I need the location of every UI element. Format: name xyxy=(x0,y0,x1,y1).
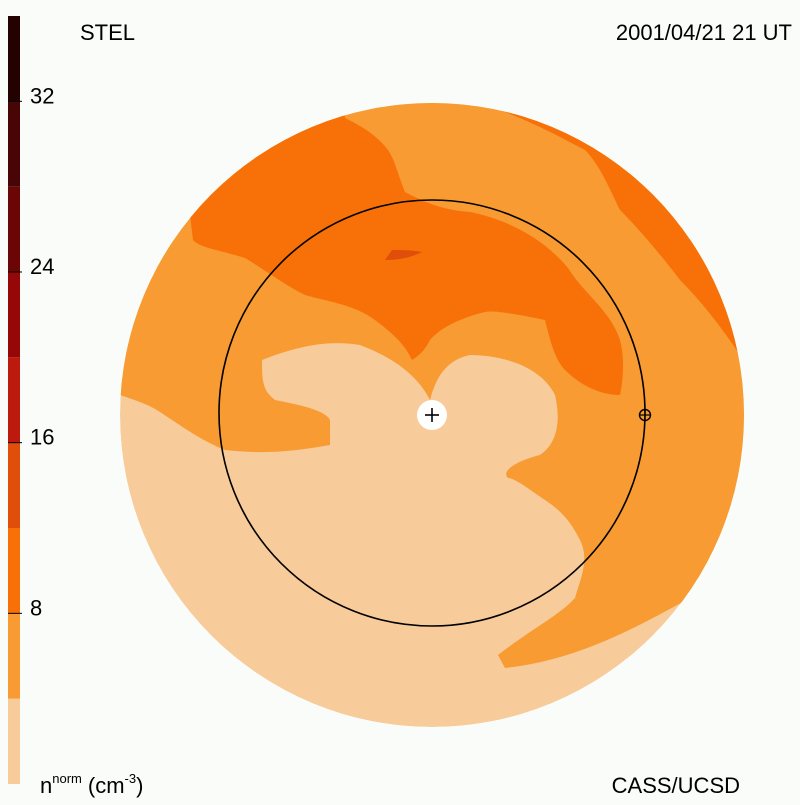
colorbar-band-2 xyxy=(8,528,20,614)
colorbar-tick-label: 32 xyxy=(30,83,54,108)
colorbar-tick-label: 8 xyxy=(30,595,42,620)
observatory-label: STEL xyxy=(80,20,135,45)
density-region-level-0 xyxy=(440,394,480,412)
colorbar-band-6 xyxy=(8,186,20,272)
density-region-level-0 xyxy=(342,418,430,455)
colorbar-ticks: 8 16 24 32 xyxy=(8,83,54,620)
colorbar-band-8 xyxy=(8,16,20,102)
colorbar-band-7 xyxy=(8,101,20,187)
colorbar-tick-label: 24 xyxy=(30,254,54,279)
sun-center-icon xyxy=(417,400,447,430)
colorbar-band-1 xyxy=(8,613,20,699)
colorbar-unit-label: nnorm (cm-3) xyxy=(40,771,143,798)
earth-icon xyxy=(638,408,652,422)
colorbar-band-0 xyxy=(8,698,20,784)
density-region-level-3 xyxy=(385,250,422,260)
colorbar-band-4 xyxy=(8,357,20,443)
timestamp-label: 2001/04/21 21 UT xyxy=(616,20,792,45)
credit-label: CASS/UCSD xyxy=(612,773,740,798)
colorbar-band-5 xyxy=(8,272,20,358)
colorbar xyxy=(8,16,20,784)
colorbar-band-3 xyxy=(8,442,20,528)
colorbar-tick-label: 16 xyxy=(30,425,54,450)
